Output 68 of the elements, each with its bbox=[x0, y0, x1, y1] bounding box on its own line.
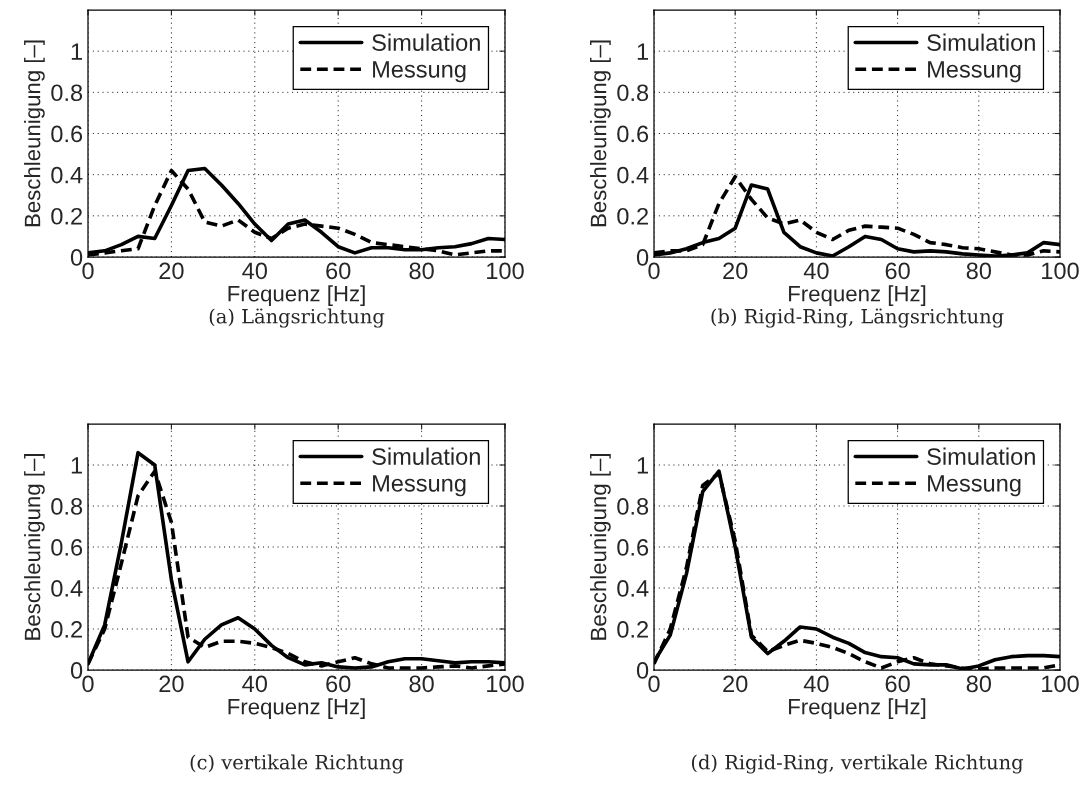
y-tick-label: 0.4 bbox=[51, 580, 83, 597]
legend-label: Messung bbox=[928, 475, 1021, 497]
legend-label: Messung bbox=[928, 61, 1021, 83]
x-tick-label: 20 bbox=[159, 675, 184, 693]
text: (b) Rigid-Ring, Längsrichtung bbox=[711, 308, 1004, 328]
x-tick-label: 100 bbox=[1042, 675, 1079, 693]
y-tick-label: 0.4 bbox=[617, 166, 649, 184]
x-tick-label: 0 bbox=[82, 262, 94, 280]
x-tick-label: 80 bbox=[409, 262, 434, 280]
x-axis-title: Frequenz [Hz] bbox=[789, 285, 926, 306]
x-tick-label: 100 bbox=[1042, 262, 1079, 280]
legend-label: Simulation bbox=[372, 447, 480, 465]
y-axis-title: Beschleunigung [–] bbox=[590, 454, 611, 640]
x-axis-title: Frequenz [Hz] bbox=[228, 285, 365, 306]
y-tick-label: 1 bbox=[637, 457, 648, 474]
y-tick-label: 0.8 bbox=[51, 498, 83, 515]
text: (a) Längsrichtung bbox=[209, 308, 385, 328]
x-tick-label: 80 bbox=[966, 675, 992, 693]
x-tick-label: 40 bbox=[242, 262, 268, 280]
text: (d) Rigid-Ring, vertikale Richtung bbox=[691, 754, 1024, 774]
x-tick-label: 60 bbox=[885, 675, 910, 693]
x-tick-label: 80 bbox=[409, 675, 434, 693]
x-tick-label: 20 bbox=[723, 675, 748, 693]
y-tick-label: 0.6 bbox=[51, 125, 83, 143]
x-tick-label: 20 bbox=[723, 262, 748, 280]
y-axis-title: Beschleunigung [–] bbox=[24, 454, 45, 640]
y-tick-label: 0.6 bbox=[617, 125, 649, 143]
x-tick-label: 40 bbox=[803, 262, 829, 280]
y-tick-label: 0 bbox=[636, 249, 649, 266]
text: (c) vertikale Richtung bbox=[190, 754, 404, 774]
legend-label: Simulation bbox=[927, 33, 1035, 51]
y-axis-title: Beschleunigung [–] bbox=[590, 40, 611, 227]
y-tick-label: 0.2 bbox=[617, 207, 648, 225]
y-tick-label: 0 bbox=[636, 662, 649, 679]
y-axis-title: Beschleunigung [–] bbox=[24, 40, 45, 227]
x-tick-label: 20 bbox=[159, 262, 184, 280]
x-tick-label: 0 bbox=[648, 262, 660, 280]
y-tick-label: 1 bbox=[71, 43, 82, 60]
y-tick-label: 0.2 bbox=[51, 621, 82, 638]
x-tick-label: 100 bbox=[487, 262, 524, 280]
y-tick-label: 0.4 bbox=[51, 166, 83, 184]
y-tick-label: 0.4 bbox=[617, 580, 649, 597]
x-axis-title: Frequenz [Hz] bbox=[228, 698, 365, 719]
x-tick-label: 60 bbox=[326, 675, 351, 693]
y-tick-label: 0.6 bbox=[617, 539, 649, 556]
x-tick-label: 0 bbox=[82, 675, 94, 693]
y-tick-label: 0.8 bbox=[617, 498, 649, 515]
y-tick-label: 0.2 bbox=[617, 621, 648, 638]
legend-label: Messung bbox=[373, 475, 466, 497]
y-tick-label: 1 bbox=[637, 43, 648, 60]
legend-label: Messung bbox=[373, 61, 466, 83]
y-tick-label: 0.8 bbox=[51, 84, 83, 102]
legend-label: Simulation bbox=[372, 33, 480, 51]
x-tick-label: 40 bbox=[242, 675, 268, 693]
y-tick-label: 0.6 bbox=[51, 539, 83, 556]
y-tick-label: 0.2 bbox=[51, 207, 82, 225]
x-tick-label: 80 bbox=[966, 262, 992, 280]
y-tick-label: 0.8 bbox=[617, 84, 649, 102]
y-tick-label: 0 bbox=[70, 249, 83, 266]
x-tick-label: 60 bbox=[326, 262, 351, 280]
x-tick-label: 0 bbox=[648, 675, 660, 693]
legend-label: Simulation bbox=[927, 447, 1035, 465]
x-tick-label: 40 bbox=[803, 675, 829, 693]
y-tick-label: 0 bbox=[70, 662, 83, 679]
x-axis-title: Frequenz [Hz] bbox=[789, 698, 926, 719]
y-tick-label: 1 bbox=[71, 457, 82, 474]
x-tick-label: 60 bbox=[885, 262, 910, 280]
x-tick-label: 100 bbox=[487, 675, 524, 693]
